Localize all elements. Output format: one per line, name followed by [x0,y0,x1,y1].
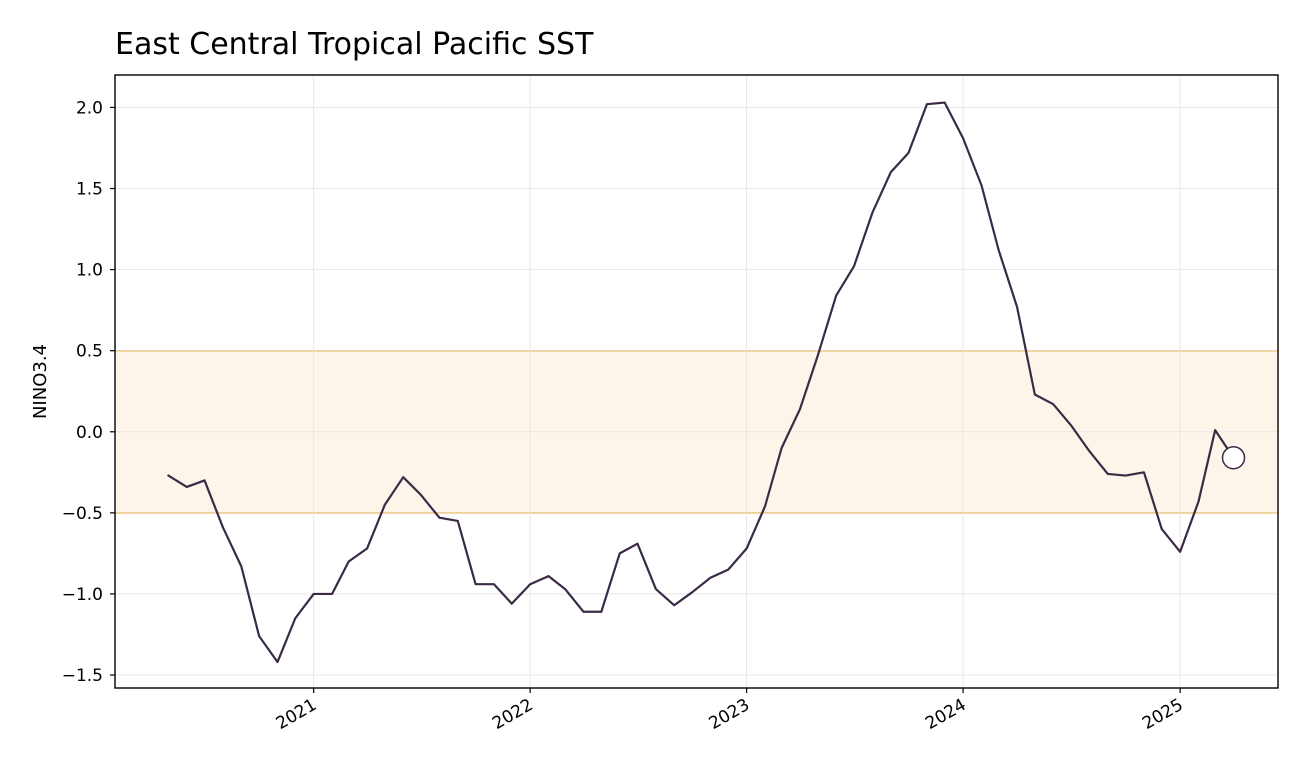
y-tick-label: 1.0 [76,261,103,281]
y-tick-label: −1.0 [62,585,103,605]
latest-value-marker [1221,445,1246,470]
grid [115,75,1278,688]
y-axis-label: NINO3.4 [30,344,51,419]
plot-frame [114,74,1279,689]
y-tick-label: 1.5 [76,180,103,200]
y-tick-label: −1.5 [62,666,103,686]
y-tick-label: 0.5 [76,342,103,362]
nino34-series-line [167,101,1235,664]
y-tick-label: −0.5 [62,504,103,524]
chart-title: East Central Tropical Pacific SST [115,27,594,62]
y-axis: −1.5 −1.0 −0.5 0.0 0.5 1.0 1.5 2.0 [62,98,115,686]
y-tick-label: 0.0 [76,423,103,443]
y-tick-label: 2.0 [76,98,103,118]
series-layer [167,101,1246,664]
